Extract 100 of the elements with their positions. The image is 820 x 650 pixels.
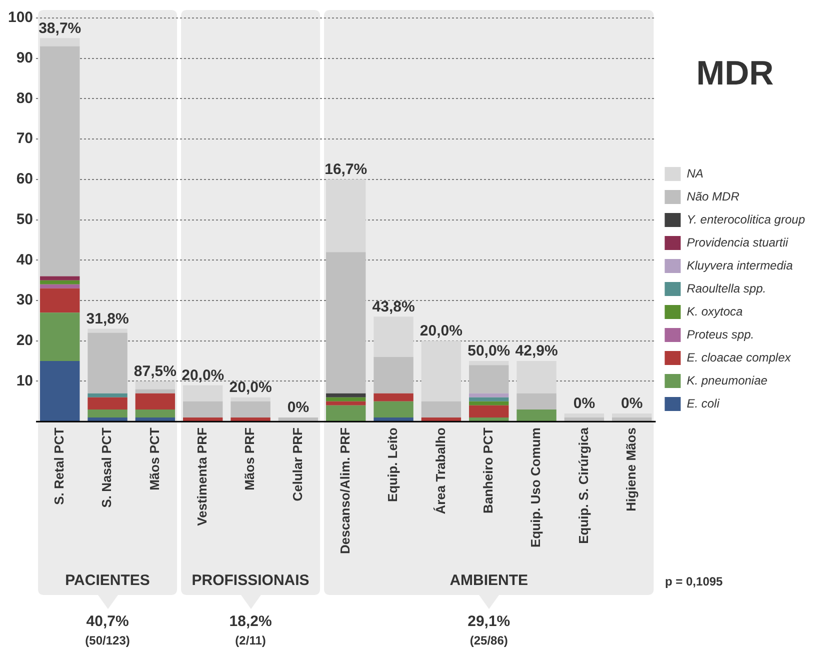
text: 18,2% [229,613,272,630]
x-tick-label: Vestimenta PRF [194,428,210,526]
y-tick-label: 10 [16,372,34,390]
bar [469,361,509,366]
x-tick-label: Higiene Mãos [623,428,638,512]
annotation: 20,0% [182,366,224,384]
bar [516,361,556,394]
band-label: AMBIENTE [450,572,528,590]
bar [88,393,128,398]
bar [183,385,223,402]
bar [469,405,509,418]
legend-label: NA [686,166,704,180]
bar [40,284,80,288]
annotation: 16,7% [324,161,368,178]
bar [516,393,556,410]
bar [88,397,128,410]
bar [564,414,604,418]
bar [469,401,509,406]
bar [326,397,366,402]
y-tick-label: 100 [8,9,34,26]
annotation: 38,7% [38,20,82,37]
annotation: 50,0% [468,342,510,360]
annotation: 42,9% [515,342,558,360]
x-tick-label: Equip. S. Cirúrgica [576,426,591,544]
bar [135,389,176,394]
bar [88,332,128,394]
band-label: PROFISSIONAIS [192,572,310,590]
y-tick-label: 20 [16,332,34,349]
bar [516,409,556,422]
bar [326,179,366,252]
x-tick-label: Equip. Leito [385,428,400,502]
bar [421,401,462,418]
y-tick-label: 40 [16,251,34,268]
annotation: 31,8% [86,310,129,328]
x-tick-label: Descanso/Alim. PRF [337,428,352,554]
bar [40,280,80,284]
bar [40,276,80,280]
text: 29,1% [468,613,510,630]
bar [326,252,366,394]
legend-label: K. oxytoca [686,304,744,318]
annotation: 43,8% [372,298,415,316]
legend-label: E. coli [686,396,720,410]
text: 40,7% [86,613,129,630]
bar [40,312,80,362]
bar [230,397,270,402]
text: (50/123) [85,633,130,648]
y-tick-label: 90 [16,50,34,66]
bar [326,401,366,406]
annotation: 20,0% [229,379,272,396]
bar [374,401,414,418]
annotation: 0% [287,399,310,416]
y-tick-label: 30 [16,292,34,309]
x-tick-label: S. Retal PCT [51,428,66,505]
legend-label: K. pneumoniae [686,373,768,388]
bar [469,365,509,394]
bar [326,405,366,422]
bar [469,393,509,398]
text: p = 0,1095 [665,574,724,588]
bar [421,340,462,402]
text: (2/11) [235,633,266,648]
annotation: 0% [573,395,596,412]
x-tick-label: Equip. Uso Comum [528,428,544,548]
bar [469,397,509,402]
annotation: 87,5% [134,362,176,380]
legend-label: Raoultella spp. [686,281,766,296]
text: (25/86) [470,633,508,648]
bar [230,401,270,418]
legend-label: Kluyvera intermedia [686,258,794,272]
bar [40,38,80,46]
bar [88,328,128,333]
bar [135,409,176,418]
bar [183,401,223,418]
x-tick-label: S. Nasal PCT [99,428,114,508]
y-tick-label: 60 [16,170,34,188]
legend-label: Providencia stuartii [686,235,788,250]
text: MDR [696,54,774,92]
y-tick-label: 80 [16,90,34,107]
bar [374,357,414,394]
bar [326,393,366,398]
x-tick-label: Celular PRF [290,428,305,502]
bar [374,393,414,402]
legend-label: Proteus spp. [686,327,754,342]
legend-label: Y. enterocolitica group [686,212,806,226]
x-tick-label: Área Trabalho [432,428,448,514]
legend-label: Não MDR [686,189,740,204]
bar [40,288,80,313]
x-tick-label: Mãos PRF [242,428,258,490]
bar [40,46,80,276]
x-tick-label: Mãos PCT [146,428,162,490]
annotation: 0% [621,395,643,412]
bar [40,361,80,422]
annotation: 20,0% [420,322,462,340]
y-tick-label: 70 [16,130,34,148]
x-tick-label: Banheiro PCT [480,428,496,514]
bar [135,393,176,410]
legend-label: E. cloacae complex [686,350,792,364]
bar [374,316,414,357]
bar [135,381,176,390]
bar [88,409,128,418]
band-label: PACIENTES [65,572,150,590]
